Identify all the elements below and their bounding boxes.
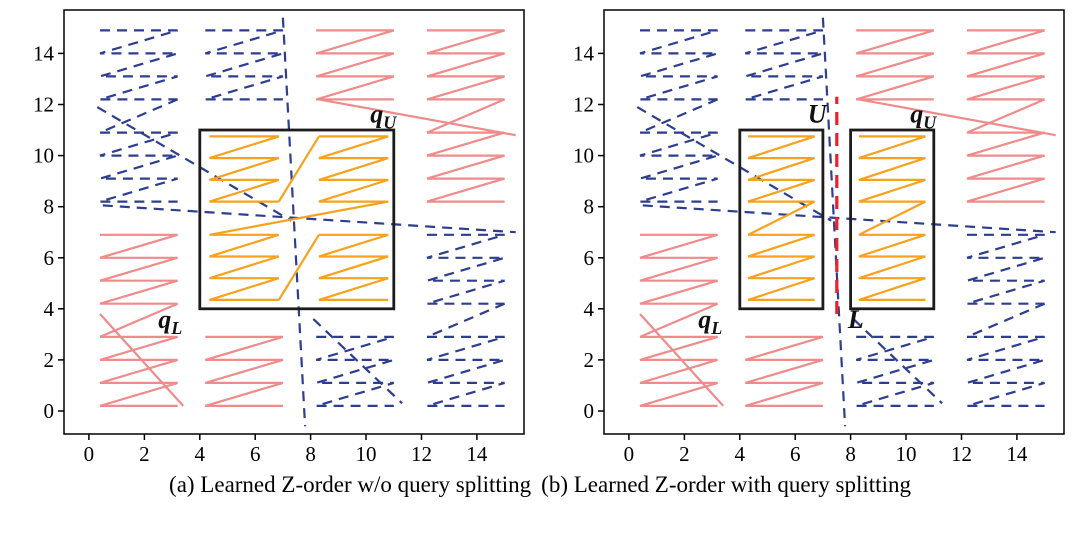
svg-text:12: 12	[951, 442, 972, 466]
svg-text:0: 0	[624, 442, 635, 466]
svg-text:6: 6	[250, 442, 261, 466]
svg-text:4: 4	[44, 297, 55, 321]
svg-text:4: 4	[584, 297, 595, 321]
svg-text:qL: qL	[698, 305, 722, 338]
svg-text:4: 4	[735, 442, 746, 466]
svg-text:0: 0	[44, 399, 55, 423]
svg-text:6: 6	[584, 246, 595, 270]
svg-text:10: 10	[33, 144, 54, 168]
svg-text:U: U	[808, 99, 828, 128]
svg-text:6: 6	[44, 246, 55, 270]
plots-row: 0 2 4 6 8 10 12 14 0 2 4 6 8 10 12 14 qU qL 0 2 4 6 8 10 12 14 0 2…	[33, 9, 1065, 466]
plot-a: 0 2 4 6 8 10 12 14 0 2 4 6 8 10 12 14 qU qL	[33, 9, 525, 466]
svg-text:qU: qU	[370, 99, 397, 132]
svg-text:0: 0	[84, 442, 95, 466]
svg-text:8: 8	[44, 195, 55, 219]
svg-text:14: 14	[33, 41, 55, 65]
svg-text:8: 8	[305, 442, 316, 466]
svg-text:2: 2	[584, 348, 595, 372]
svg-text:12: 12	[573, 93, 594, 117]
svg-text:0: 0	[584, 399, 595, 423]
svg-text:qL: qL	[158, 305, 182, 338]
svg-text:12: 12	[33, 93, 54, 117]
svg-text:14: 14	[1006, 442, 1028, 466]
svg-text:12: 12	[411, 442, 432, 466]
plot-b: 0 2 4 6 8 10 12 14 0 2 4 6 8 10 12 14 U qU qL L	[573, 9, 1065, 466]
svg-text:qU: qU	[910, 99, 937, 132]
svg-text:L: L	[847, 305, 864, 334]
svg-text:14: 14	[573, 41, 595, 65]
svg-text:10: 10	[356, 442, 377, 466]
svg-text:8: 8	[584, 195, 595, 219]
svg-text:2: 2	[139, 442, 150, 466]
caption-b: (b) Learned Z-order with query splitting	[541, 472, 911, 497]
svg-text:10: 10	[573, 144, 594, 168]
svg-text:10: 10	[896, 442, 917, 466]
svg-text:4: 4	[195, 442, 206, 466]
caption-a: (a) Learned Z-order w/o query splitting	[169, 472, 532, 497]
svg-text:8: 8	[845, 442, 856, 466]
svg-text:2: 2	[44, 348, 55, 372]
svg-text:6: 6	[790, 442, 801, 466]
svg-text:2: 2	[679, 442, 690, 466]
svg-text:14: 14	[466, 442, 488, 466]
figure-caption: (a) Learned Z-order w/o query splitting …	[0, 472, 1080, 498]
